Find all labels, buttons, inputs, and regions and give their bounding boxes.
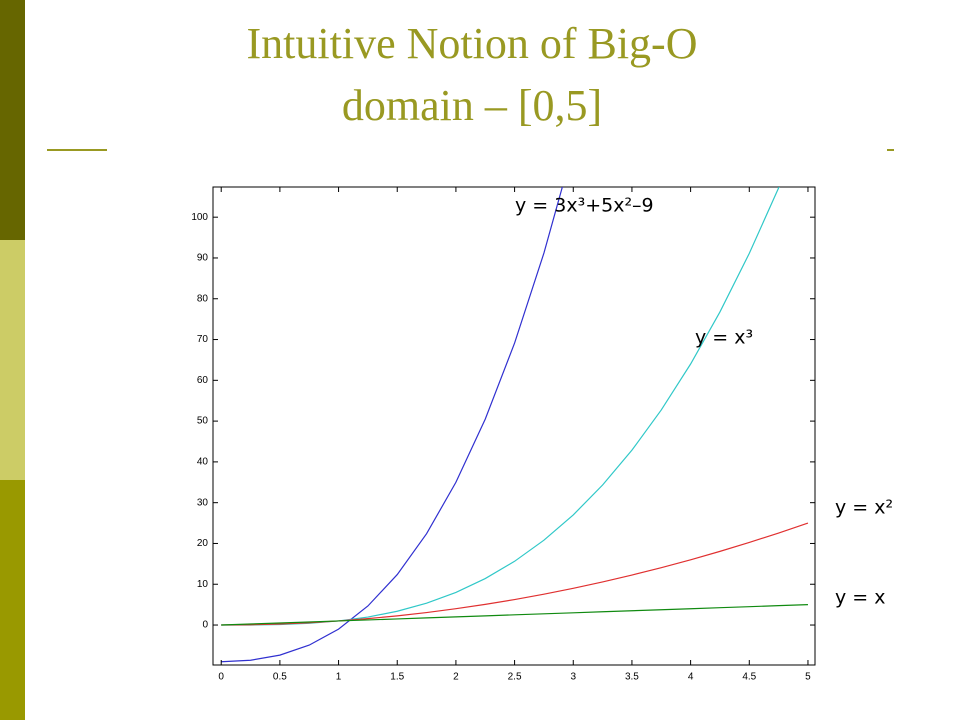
y-tick-label: 100 <box>191 212 208 223</box>
y-tick-label: 50 <box>197 416 209 427</box>
series-label: y = x <box>835 587 886 609</box>
sidebar-stripe <box>0 480 25 720</box>
series-line <box>221 604 808 626</box>
series-label: y = x² <box>835 497 893 519</box>
x-tick-label: 1 <box>336 672 342 683</box>
series-line <box>221 187 563 663</box>
x-tick-label: 0.5 <box>273 672 287 683</box>
plot-frame <box>212 186 816 666</box>
y-tick-label: 10 <box>197 579 209 590</box>
y-tick-label: 90 <box>197 253 209 264</box>
chart-title: Intuitive Notion of Big-O <box>247 19 698 68</box>
x-tick-label: 1.5 <box>390 672 404 683</box>
plot-area <box>221 187 809 663</box>
x-tick-label: 5 <box>805 672 811 683</box>
series-line <box>221 522 809 626</box>
x-tick-label: 2.5 <box>508 672 522 683</box>
x-tick-label: 0 <box>218 672 224 683</box>
y-tick-label: 0 <box>202 620 208 631</box>
sidebar-stripe <box>0 0 25 240</box>
series-label: y = x³ <box>695 327 753 349</box>
sidebar-stripe <box>0 240 25 480</box>
y-tick-label: 70 <box>197 334 209 345</box>
x-tick-label: 4.5 <box>742 672 756 683</box>
x-tick-label: 2 <box>453 672 459 683</box>
x-tick-label: 3 <box>570 672 576 683</box>
y-tick-label: 80 <box>197 293 209 304</box>
y-tick-label: 60 <box>197 375 209 386</box>
series-label: y = 3x³+5x²–9 <box>515 195 654 217</box>
y-tick-label: 40 <box>197 457 209 468</box>
chart-subtitle: domain – [0,5] <box>342 81 602 130</box>
y-tick-label: 20 <box>197 538 209 549</box>
x-tick-label: 3.5 <box>625 672 639 683</box>
y-tick-label: 30 <box>197 497 209 508</box>
x-tick-label: 4 <box>688 672 694 683</box>
